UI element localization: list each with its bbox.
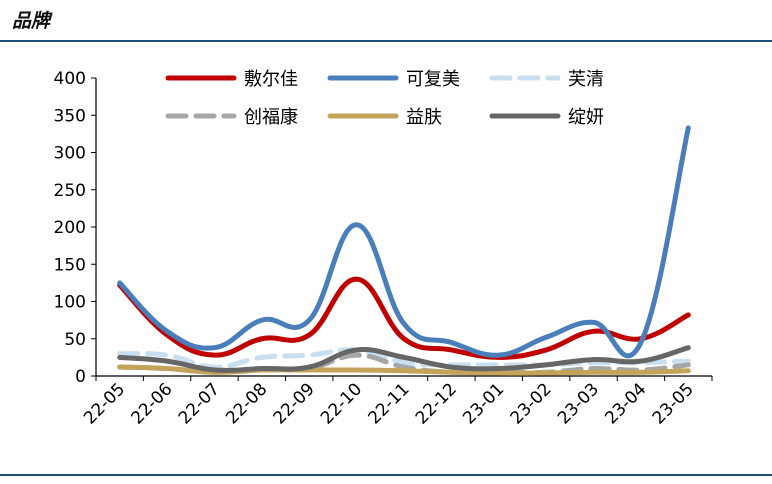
y-tick-label: 350: [54, 106, 86, 126]
x-tick-label: 22-12: [412, 379, 461, 428]
y-tick-label: 200: [54, 218, 86, 238]
series-line-5: [117, 345, 691, 374]
y-tick-label: 300: [54, 144, 86, 164]
y-tick-label: 250: [54, 181, 86, 201]
x-tick-label: 23-01: [459, 379, 508, 428]
legend-label-1: 可复美: [406, 69, 460, 90]
x-tick-label: 23-02: [507, 379, 556, 428]
legend-label-5: 绽妍: [568, 107, 604, 128]
legend-label-2: 芙清: [568, 69, 604, 90]
x-tick-label: 23-05: [649, 379, 698, 428]
y-tick-label: 100: [54, 293, 86, 313]
series-line-0: [117, 276, 691, 360]
x-tick-label: 22-06: [128, 379, 177, 428]
top-divider: [0, 40, 772, 42]
bottom-divider: [0, 474, 772, 476]
y-tick-label: 50: [64, 330, 86, 350]
chart-series: [117, 125, 691, 376]
series-line-2: [117, 347, 691, 370]
legend-label-3: 创福康: [244, 107, 298, 128]
x-tick-label: 22-09: [270, 379, 319, 428]
y-tick-label: 0: [75, 367, 86, 387]
legend-label-4: 益肤: [406, 107, 442, 128]
legend-label-0: 敷尔佳: [244, 69, 298, 90]
x-tick-label: 22-10: [317, 379, 366, 428]
x-tick-label: 22-11: [364, 379, 413, 428]
x-tick-label: 23-04: [601, 379, 650, 428]
y-tick-label: 150: [54, 255, 86, 275]
series-line-1: [117, 125, 691, 359]
section-title: 品牌: [12, 10, 51, 32]
x-tick-label: 22-07: [175, 379, 224, 428]
y-tick-label: 400: [54, 69, 86, 89]
x-tick-label: 23-03: [554, 379, 603, 428]
x-tick-label: 22-05: [80, 379, 129, 428]
x-tick-label: 22-08: [222, 379, 271, 428]
